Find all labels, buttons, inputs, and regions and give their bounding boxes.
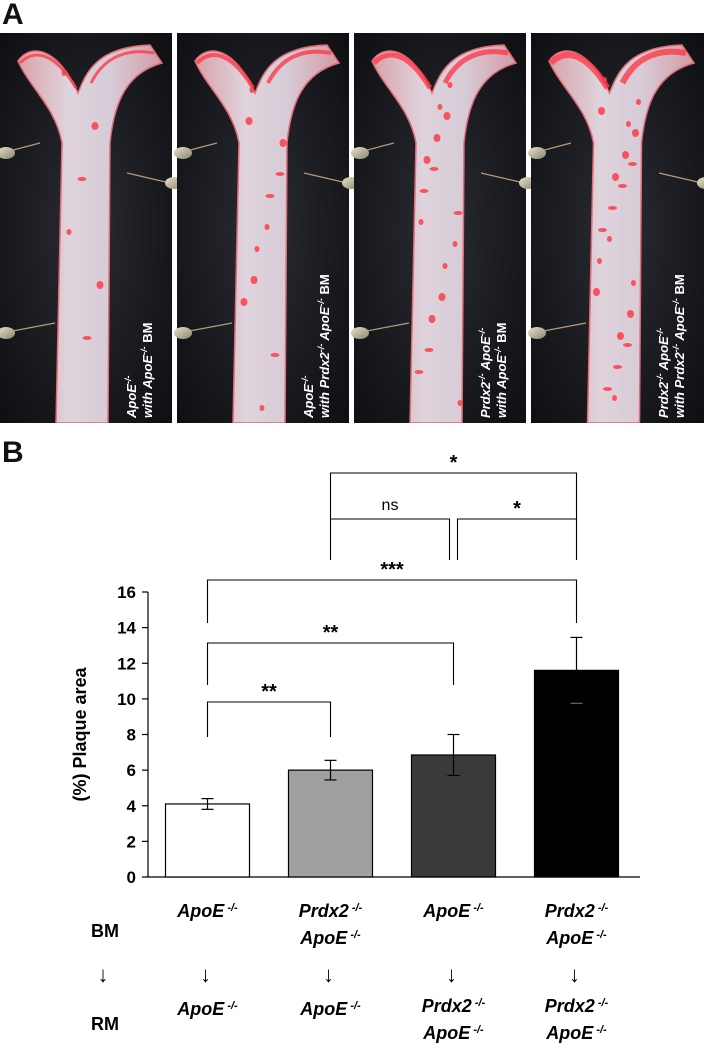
y-tick-label: 4 [127,797,137,816]
error-bar-1 [201,798,214,810]
plaque-stain [18,50,155,340]
y-tick-label: 16 [117,583,136,602]
significance-bracket-2: ** [206,622,455,685]
y-axis-label: (%) Plaque area [70,666,90,801]
aorta-photo-1: ApoE-/-with ApoE-/- BM [0,33,183,423]
significance-label: ns [382,497,399,514]
y-tick-label: 14 [117,619,136,638]
rm-genotype-line2: ApoE -/- [422,1023,484,1043]
panel-b-letter: B [2,436,24,469]
row-label-bm: BM [91,921,119,941]
down-arrow-icon: ↓ [323,962,334,987]
bm-genotype-line2: ApoE -/- [299,928,361,948]
significance-bracket-1: ** [206,681,332,737]
error-bar-3 [447,733,460,777]
error-bar-4 [570,636,583,704]
aorta-tissue [17,44,164,423]
significance-bracket-4: ns [329,497,451,560]
photo-label-line2: with ApoE-/- BM [493,323,509,418]
significance-label: * [450,452,458,474]
significance-bracket-6: * [329,452,578,519]
bm-genotype-line1: ApoE -/- [422,901,484,921]
y-tick-label: 6 [127,761,136,780]
significance-label: *** [380,559,404,581]
plaque-stain [195,49,332,411]
rm-genotype-line2: ApoE -/- [545,1023,607,1043]
bar-2 [287,769,374,878]
y-tick-label: 2 [127,832,136,851]
pin-icon [528,142,704,339]
rm-genotype-line1: Prdx2 -/- [422,996,486,1016]
error-bar-2 [324,759,337,781]
rm-genotype-line1: Prdx2 -/- [545,996,609,1016]
photo-label-line1: ApoE-/- [123,376,139,419]
bm-genotype-line2: ApoE -/- [545,928,607,948]
y-tick-label: 0 [127,868,136,887]
aorta-photo-3: Prdx2-/- ApoE-/-with ApoE-/- BM [351,33,537,423]
bm-genotype-line1: ApoE -/- [176,901,238,921]
significance-label: ** [261,681,277,703]
y-tick-label: 12 [117,654,136,673]
rm-genotype-line1: ApoE -/- [176,999,238,1019]
significance-bracket-5: * [456,498,578,560]
row-label-rm: RM [91,1014,119,1034]
photo-label-line1: Prdx2-/- ApoE-/- [655,328,671,418]
y-tick-label: 8 [127,726,136,745]
significance-label: * [513,498,521,520]
photo-label-line2: with ApoE-/- BM [139,323,155,418]
down-arrow-icon: ↓ [98,962,109,987]
photo-label-line1: ApoE-/- [300,376,316,419]
significance-label: ** [323,622,339,644]
panel-a-letter: A [2,0,24,31]
significance-bracket-3: *** [206,559,578,623]
y-tick-label: 10 [117,690,136,709]
photo-label-line1: Prdx2-/- ApoE-/- [477,328,493,418]
photo-label-line2: with Prdx2-/- ApoE-/- BM [671,274,687,418]
plaque-stain [548,48,687,401]
photo-label-line2: with Prdx2-/- ApoE-/- BM [316,274,332,418]
aorta-photo-2: ApoE-/-with Prdx2-/- ApoE-/- BM [174,33,360,423]
down-arrow-icon: ↓ [200,962,211,987]
bm-genotype-line1: Prdx2 -/- [545,901,609,921]
down-arrow-icon: ↓ [446,962,457,987]
rm-genotype-line1: ApoE -/- [299,999,361,1019]
bar-1 [164,803,251,878]
aorta-photo-4: Prdx2-/- ApoE-/-with Prdx2-/- ApoE-/- BM [528,33,704,423]
down-arrow-icon: ↓ [569,962,580,987]
bm-genotype-line1: Prdx2 -/- [299,901,363,921]
plaque-stain [372,49,509,406]
